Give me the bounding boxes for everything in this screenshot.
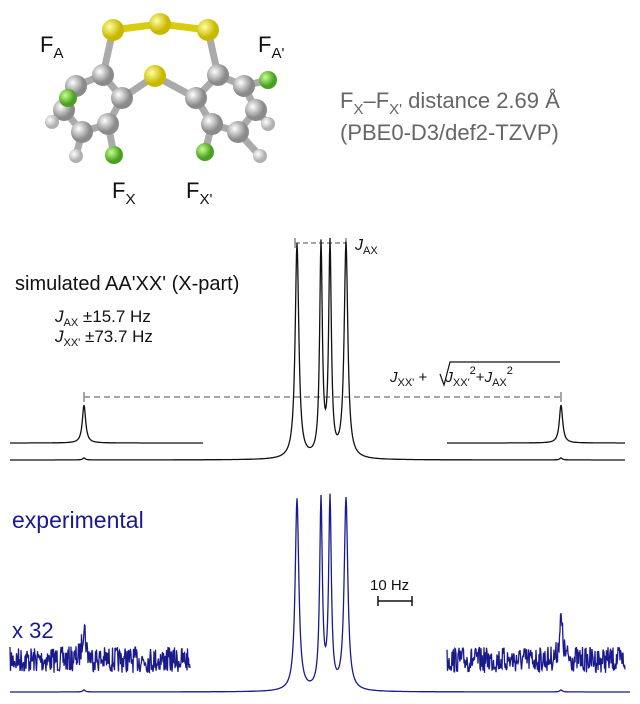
atom-label: FX — [112, 178, 135, 208]
coupling: JAX ±15.7 Hz — [54, 307, 151, 329]
atom — [196, 143, 214, 161]
atom — [105, 146, 123, 164]
spectra — [10, 238, 630, 692]
atom — [111, 87, 133, 109]
distance-text: FX–FX' distance 2.69 Å — [340, 88, 560, 118]
figure: FA FA' FX FX' FX–FX' distance 2.69 Å (PB… — [0, 0, 640, 704]
atom — [261, 117, 275, 131]
atom — [59, 89, 77, 107]
scale-bar — [378, 596, 412, 606]
atom — [69, 149, 83, 163]
spectrum — [447, 405, 625, 443]
atom — [144, 65, 166, 87]
atom — [45, 115, 59, 129]
atom — [92, 64, 114, 86]
atom — [201, 113, 223, 135]
atom — [71, 121, 93, 143]
method-text: (PBE0-D3/def2-TZVP) — [340, 120, 559, 145]
atom — [259, 71, 277, 89]
atom-label: FA — [40, 32, 63, 62]
atom-label: FA' — [258, 32, 284, 62]
scale-label: x 32 — [12, 618, 54, 643]
experimental-label: experimental — [12, 507, 144, 533]
atom — [185, 87, 207, 109]
atom — [197, 19, 219, 41]
atom — [207, 64, 229, 86]
simulated-label: simulated AA'XX' (X-part) — [15, 273, 239, 295]
atom — [102, 19, 124, 41]
spectrum — [10, 238, 625, 460]
atom — [233, 75, 255, 97]
atom — [227, 121, 249, 143]
spectrum — [10, 405, 203, 443]
jax-label: JAX — [354, 237, 378, 257]
atom-label: FX' — [186, 178, 212, 208]
atom — [149, 13, 171, 35]
scale-bar-label: 10 Hz — [370, 577, 409, 594]
atom — [253, 149, 267, 163]
spectrum — [447, 613, 625, 673]
formula: JXX' + JXX'2+JAX2 — [389, 365, 513, 389]
coupling: JXX' ±73.7 Hz — [54, 327, 153, 349]
molecule — [45, 13, 277, 164]
atom — [245, 99, 267, 121]
atom — [97, 113, 119, 135]
